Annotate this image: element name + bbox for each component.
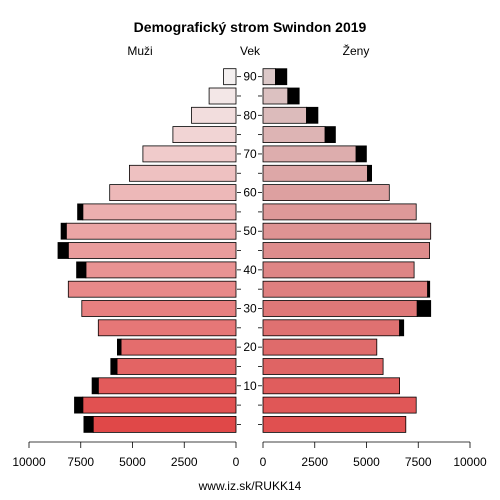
female-extra-bar-25-29 [399, 319, 405, 337]
male-extra-bar-20-24 [117, 338, 122, 356]
female-bar-55-59 [262, 203, 417, 221]
age-tick-label: 40 [243, 263, 257, 277]
female-bar-70-74 [262, 145, 357, 163]
x-tick-label-right: 5000 [353, 455, 380, 469]
female-bar-25-29 [262, 319, 401, 337]
male-bar-75-79 [172, 126, 237, 143]
female-bar-60-64 [262, 184, 390, 202]
female-bar-30-34 [262, 300, 418, 317]
female-bar-0-4 [262, 415, 407, 433]
female-bar-15-19 [262, 358, 384, 375]
male-bar-20-24 [120, 338, 237, 356]
female-bar-50-54 [262, 222, 432, 240]
male-extra-bar-15-19 [110, 358, 118, 375]
male-bar-10-14 [97, 377, 237, 395]
female-bar-85-89 [262, 87, 289, 105]
male-bar-60-64 [109, 184, 237, 202]
males-label: Muži [127, 44, 152, 58]
x-tick-label-right: 2500 [301, 455, 328, 469]
age-tick-label: 30 [243, 302, 257, 316]
females-label: Ženy [343, 43, 370, 58]
male-bar-30-34 [81, 300, 237, 317]
female-extra-bar-85-89 [287, 87, 300, 105]
female-extra-bar-65-69 [367, 164, 372, 182]
male-extra-bar-50-54 [60, 222, 67, 240]
female-bar-65-69 [262, 164, 368, 182]
male-extra-bar-0-4 [83, 415, 94, 433]
male-extra-bar-55-59 [77, 203, 84, 221]
female-bar-35-39 [262, 280, 429, 298]
female-bar-45-49 [262, 242, 431, 259]
age-tick-label: 50 [243, 224, 257, 238]
male-bar-90+ [223, 68, 237, 86]
male-bar-35-39 [67, 280, 237, 298]
female-bar-10-14 [262, 377, 401, 395]
male-bar-40-44 [85, 261, 237, 279]
female-extra-bar-35-39 [427, 280, 431, 298]
female-bar-5-9 [262, 396, 417, 414]
male-bar-55-59 [82, 203, 237, 221]
male-bar-80-84 [191, 106, 237, 124]
x-tick-label-left: 7500 [67, 455, 94, 469]
male-bar-65-69 [128, 164, 237, 182]
age-tick-label: 80 [243, 108, 257, 122]
x-tick-label-right: 10000 [453, 455, 487, 469]
x-tick-label-left: 10000 [12, 455, 46, 469]
female-extra-bar-90+ [274, 68, 288, 86]
age-axis-label: Vek [240, 44, 261, 58]
male-extra-bar-45-49 [57, 242, 69, 259]
male-bar-50-54 [65, 222, 237, 240]
male-extra-bar-5-9 [74, 396, 84, 414]
female-bar-75-79 [262, 126, 326, 143]
male-extra-bar-10-14 [91, 377, 99, 395]
female-extra-bar-30-34 [416, 300, 432, 317]
age-tick-label: 70 [243, 147, 257, 161]
age-tick-label: 90 [243, 70, 257, 84]
female-extra-bar-80-84 [306, 106, 319, 124]
female-bar-20-24 [262, 338, 378, 356]
female-bar-40-44 [262, 261, 415, 279]
female-extra-bar-75-79 [324, 126, 336, 143]
chart-title: Demografický strom Swindon 2019 [134, 19, 367, 35]
male-bar-70-74 [142, 145, 237, 163]
male-extra-bar-40-44 [76, 261, 87, 279]
female-extra-bar-70-74 [355, 145, 367, 163]
male-bar-0-4 [92, 415, 237, 433]
male-bar-5-9 [82, 396, 237, 414]
age-tick-label: 20 [243, 340, 257, 354]
male-bar-85-89 [208, 87, 237, 105]
x-tick-label-right: 0 [260, 455, 267, 469]
age-tick-label: 60 [243, 186, 257, 200]
x-tick-label-right: 7500 [405, 455, 432, 469]
male-bar-15-19 [116, 358, 237, 375]
x-tick-label-left: 5000 [119, 455, 146, 469]
x-tick-label-left: 2500 [171, 455, 198, 469]
x-tick-label-left: 0 [233, 455, 240, 469]
male-bar-45-49 [67, 242, 237, 259]
female-bar-80-84 [262, 106, 307, 124]
source-label: www.iz.sk/RUKK14 [198, 479, 302, 493]
female-bar-90+ [262, 68, 276, 86]
male-bar-25-29 [97, 319, 237, 337]
age-tick-label: 10 [243, 379, 257, 393]
